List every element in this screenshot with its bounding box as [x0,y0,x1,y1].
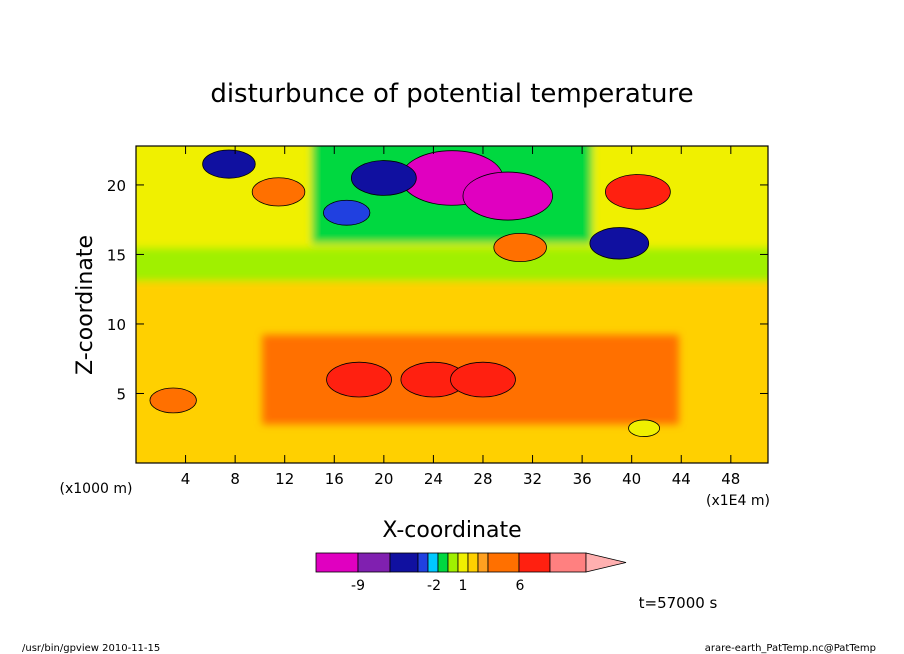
colorbar-swatch [437,552,449,573]
colorbar-swatch [447,552,459,573]
y-tick-label: 20 [107,177,126,195]
chart-title: disturbunce of potential temperature [210,79,693,109]
field-extremum [589,227,650,260]
colorbar-swatch [457,552,469,573]
x-tick-label: 16 [325,470,344,488]
colorbar-swatch [549,552,587,573]
colorbar-swatch [477,552,489,573]
y-axis-label: Z-coordinate [73,235,98,375]
colorbar-swatch [417,552,429,573]
x-tick-label: 44 [672,470,691,488]
footer-left: /usr/bin/gpview 2010-11-15 [22,643,160,654]
y-tick-label: 10 [107,316,126,334]
x-tick-label: 40 [622,470,641,488]
x-tick-label: 28 [473,470,492,488]
plot-frame [135,145,769,464]
x-tick-label: 12 [275,470,294,488]
colorbar-label: 1 [459,578,468,594]
colorbar-swatch [389,552,419,573]
x-scale-label: (x1E4 m) [706,493,770,509]
field-extremum [450,361,516,398]
field-extremum [628,419,661,437]
field-extremum [605,174,671,210]
field-extremum [323,199,371,226]
field-extremum [326,361,392,398]
field-extremum [493,232,547,262]
y-tick-label: 15 [107,246,126,264]
x-tick-label: 20 [374,470,393,488]
colorbar-label: -2 [427,578,441,594]
y-axis: 5 10 15 20 [107,177,768,403]
x-tick-label: 24 [424,470,443,488]
x-tick-label: 4 [181,470,191,488]
field-layer [136,146,768,437]
x-tick-label: 36 [573,470,592,488]
field-extremum [149,387,197,414]
y-tick-label: 5 [116,385,126,403]
colorbar-swatch [487,552,520,573]
footer-right: arare-earth_PatTemp.nc@PatTemp [705,643,876,654]
colorbar-swatch [518,552,551,573]
field-extremum [251,177,306,207]
colorbar-swatch [315,552,359,573]
x-unit-label: (x1000 m) [60,481,133,497]
colorbar: -9 -2 1 6 [315,552,627,594]
x-tick-label: 32 [523,470,542,488]
colorbar-arrow [585,552,627,573]
time-label: t=57000 s [639,594,718,612]
field-extremum [202,149,256,179]
x-tick-label: 48 [721,470,740,488]
field-extrema [149,149,671,437]
colorbar-label: 6 [516,578,525,594]
colorbar-swatch [427,552,439,573]
field-extremum [350,160,417,196]
x-tick-label: 8 [230,470,240,488]
x-axis: 4 8 12 16 20 24 28 32 36 40 44 48 [181,146,740,488]
field-extremum [462,171,553,221]
colorbar-swatch [467,552,479,573]
x-axis-label: X-coordinate [382,518,521,543]
colorbar-label: -9 [351,578,365,594]
colorbar-swatch [357,552,391,573]
